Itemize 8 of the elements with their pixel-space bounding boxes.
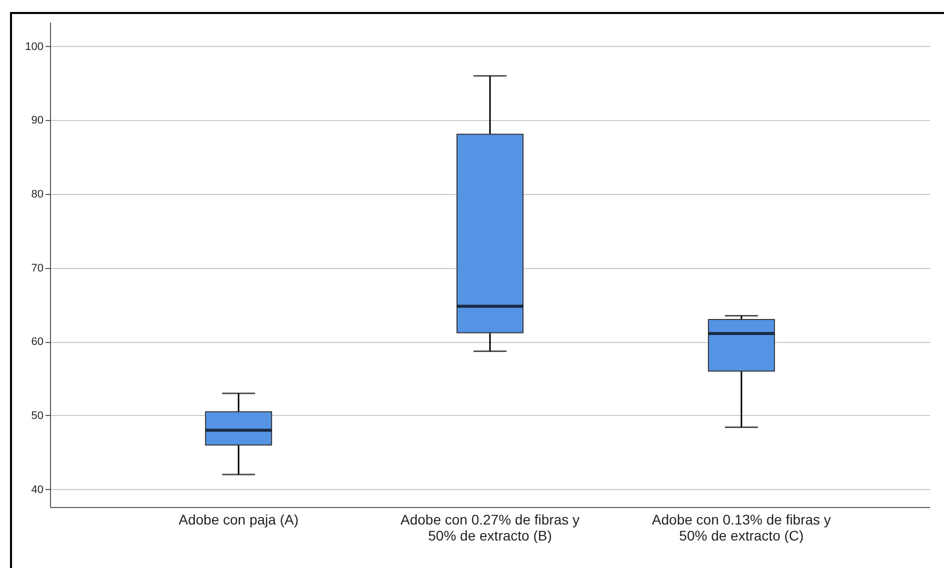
x-tick-label: Adobe con paja (A) — [178, 512, 298, 528]
y-tick-label: 90 — [31, 114, 44, 127]
y-tick-label: 60 — [31, 336, 44, 348]
y-tick-label: 40 — [31, 484, 44, 496]
y-tick-label: 70 — [31, 262, 44, 274]
y-tick-label: 50 — [31, 410, 44, 422]
y-tick-label: 100 — [25, 40, 44, 53]
y-tick-label: 80 — [31, 188, 44, 200]
